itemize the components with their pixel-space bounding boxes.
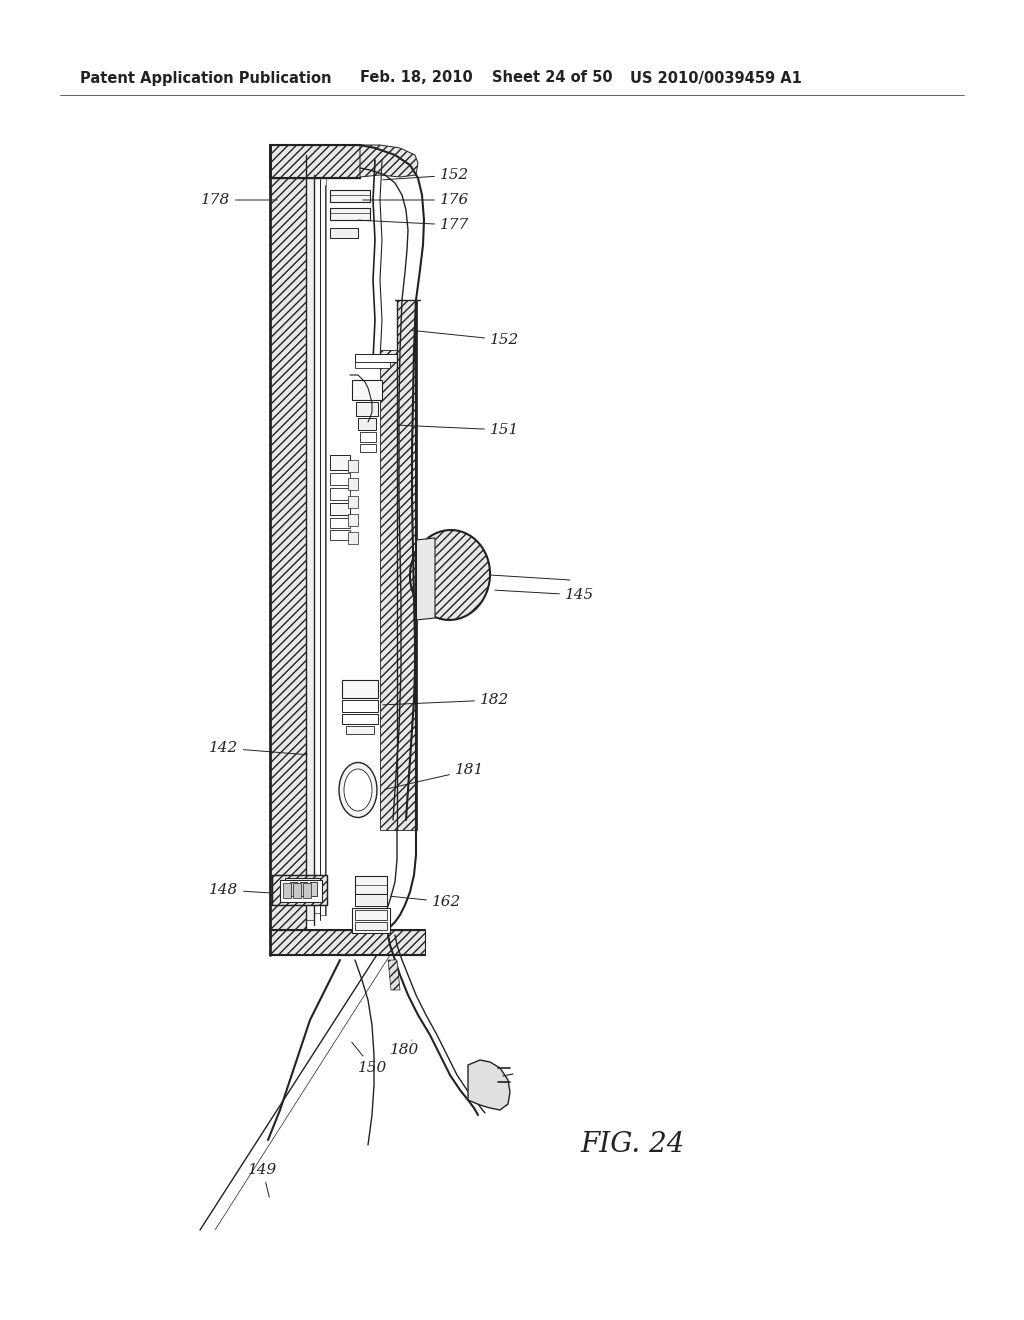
Polygon shape xyxy=(416,539,435,620)
Text: 148: 148 xyxy=(209,883,269,898)
Text: 145: 145 xyxy=(495,587,594,602)
Bar xyxy=(342,680,378,698)
Bar xyxy=(330,473,350,484)
Polygon shape xyxy=(388,960,400,990)
Bar xyxy=(300,882,307,896)
Bar xyxy=(348,459,358,473)
Bar xyxy=(342,700,378,711)
Bar xyxy=(342,714,378,723)
Bar xyxy=(360,444,376,451)
Text: Sheet 24 of 50: Sheet 24 of 50 xyxy=(492,70,612,86)
Text: 151: 151 xyxy=(397,422,519,437)
Polygon shape xyxy=(360,145,418,177)
Bar xyxy=(280,880,322,902)
Ellipse shape xyxy=(344,770,372,810)
Bar xyxy=(306,154,314,920)
Bar xyxy=(270,145,360,177)
Bar xyxy=(270,931,425,954)
Bar xyxy=(330,190,370,202)
Bar xyxy=(348,532,358,544)
Bar xyxy=(355,362,390,368)
Bar xyxy=(310,882,317,896)
Ellipse shape xyxy=(339,763,377,817)
Bar xyxy=(270,145,306,931)
Text: 178: 178 xyxy=(201,193,278,207)
Bar xyxy=(314,165,319,913)
Bar xyxy=(348,478,358,490)
Bar xyxy=(352,380,382,400)
Bar xyxy=(290,882,297,896)
Text: 182: 182 xyxy=(383,693,509,708)
Bar xyxy=(356,403,378,416)
Text: 176: 176 xyxy=(362,193,469,207)
Bar xyxy=(270,931,306,950)
Ellipse shape xyxy=(410,531,490,620)
Text: 152: 152 xyxy=(411,330,519,347)
Bar xyxy=(358,418,376,430)
Text: 180: 180 xyxy=(390,1040,419,1057)
Text: 177: 177 xyxy=(357,218,469,232)
Text: 181: 181 xyxy=(385,763,484,789)
Text: 142: 142 xyxy=(209,741,307,755)
Bar xyxy=(380,350,397,830)
Bar xyxy=(355,909,387,920)
Bar xyxy=(330,228,358,238)
Bar xyxy=(272,875,327,906)
Bar xyxy=(355,354,397,362)
Bar xyxy=(397,300,417,830)
Bar xyxy=(283,883,291,898)
Text: 150: 150 xyxy=(352,1043,387,1074)
Bar xyxy=(348,496,358,508)
Bar xyxy=(303,883,311,898)
Bar xyxy=(346,726,374,734)
Bar xyxy=(355,894,387,906)
Bar xyxy=(355,921,387,931)
Bar xyxy=(285,878,319,900)
Text: FIG. 24: FIG. 24 xyxy=(580,1131,684,1159)
Bar xyxy=(348,513,358,525)
Bar xyxy=(330,488,350,500)
Text: Feb. 18, 2010: Feb. 18, 2010 xyxy=(360,70,473,86)
Bar xyxy=(352,908,390,933)
Text: Patent Application Publication: Patent Application Publication xyxy=(80,70,332,86)
Bar xyxy=(355,876,387,894)
Bar xyxy=(330,517,350,528)
Bar xyxy=(293,883,301,898)
Bar xyxy=(330,209,370,220)
Bar xyxy=(360,432,376,442)
Bar xyxy=(330,455,350,470)
Text: 152: 152 xyxy=(383,168,469,182)
Bar xyxy=(272,875,327,906)
Bar xyxy=(330,503,350,515)
Polygon shape xyxy=(468,1060,510,1110)
Text: US 2010/0039459 A1: US 2010/0039459 A1 xyxy=(630,70,802,86)
Bar xyxy=(330,531,350,540)
Text: 162: 162 xyxy=(391,895,461,909)
Bar xyxy=(319,154,326,915)
Text: 149: 149 xyxy=(248,1163,278,1197)
